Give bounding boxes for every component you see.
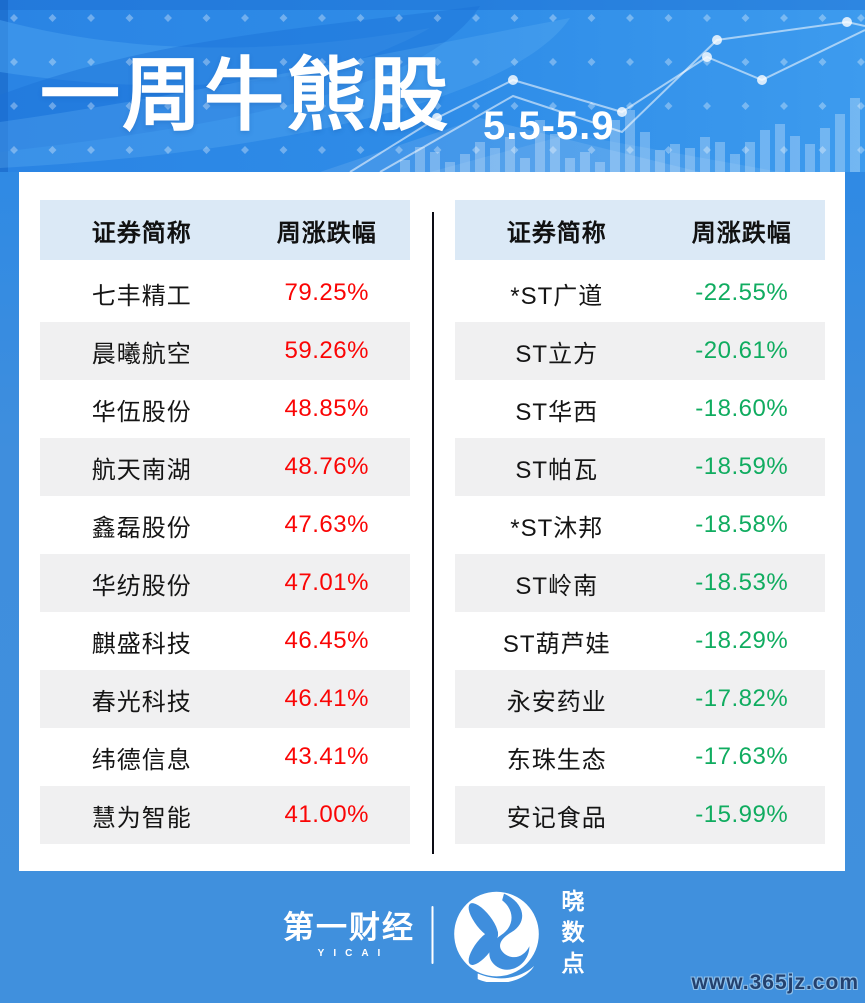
table-row: 安记食品 -15.99% <box>455 786 825 844</box>
stock-name: 麒盛科技 <box>91 630 192 658</box>
losers-table: 证券简称 周涨跌幅 *ST广道 -22.55% ST立方 -20.61% ST华… <box>455 200 825 844</box>
header-banner: 一周牛熊股 5.5-5.9 <box>0 0 865 172</box>
table-row: ST华西 -18.60% <box>455 380 825 438</box>
gainers-table: 证券简称 周涨跌幅 七丰精工 79.25% 晨曦航空 59.26% 华伍股份 4… <box>40 200 410 844</box>
yicai-logo-subtext: YICAI <box>317 947 390 959</box>
stock-name: 春光科技 <box>91 688 192 716</box>
table-row: 华伍股份 48.85% <box>40 380 410 438</box>
stock-weekly-change: -18.58% <box>695 511 789 538</box>
stock-name: ST岭南 <box>515 572 599 600</box>
stock-name: *ST广道 <box>510 282 604 310</box>
stock-weekly-change: 48.76% <box>284 453 369 480</box>
stock-weekly-change: -18.53% <box>695 569 789 596</box>
stock-weekly-change: 46.45% <box>284 627 369 654</box>
stock-name: 东珠生态 <box>506 746 607 774</box>
table-row: 纬德信息 43.41% <box>40 728 410 786</box>
table-row: *ST沐邦 -18.58% <box>455 496 825 554</box>
stock-name: *ST沐邦 <box>510 514 604 542</box>
content-panel: 证券简称 周涨跌幅 七丰精工 79.25% 晨曦航空 59.26% 华伍股份 4… <box>19 172 845 871</box>
stock-weekly-change: 47.01% <box>284 569 369 596</box>
stock-name: 晨曦航空 <box>91 340 192 368</box>
stock-weekly-change: -17.63% <box>695 743 789 770</box>
stock-weekly-change: -22.55% <box>695 279 789 306</box>
stock-name: 纬德信息 <box>91 746 192 774</box>
gainers-table-body: 七丰精工 79.25% 晨曦航空 59.26% 华伍股份 48.85% 航天南湖… <box>40 264 410 844</box>
footer-band: 第一财经 YICAI 晓数点 www.365jz.com <box>0 871 865 1003</box>
gainers-change-column-header: 周涨跌幅 <box>276 219 377 247</box>
header-decoration-art <box>0 0 865 172</box>
logo-divider-line <box>431 906 433 964</box>
yicai-logo-text: 第一财经 <box>283 909 415 945</box>
stock-name: 鑫磊股份 <box>91 514 192 542</box>
stock-name: 慧为智能 <box>91 804 192 832</box>
stock-weekly-change: -18.29% <box>695 627 789 654</box>
stock-name: 永安药业 <box>506 688 607 716</box>
table-divider-line <box>432 212 434 854</box>
stock-weekly-change: 47.63% <box>284 511 369 538</box>
stock-name: 七丰精工 <box>91 282 192 310</box>
table-row: 麒盛科技 46.45% <box>40 612 410 670</box>
stock-weekly-change: 48.85% <box>284 395 369 422</box>
table-row: ST立方 -20.61% <box>455 322 825 380</box>
losers-change-column-header: 周涨跌幅 <box>691 219 792 247</box>
table-row: 华纺股份 47.01% <box>40 554 410 612</box>
xiaoshudian-circle-icon <box>453 891 539 982</box>
stock-weekly-change: 46.41% <box>284 685 369 712</box>
stock-name: 华纺股份 <box>91 572 192 600</box>
gainers-name-column-header: 证券简称 <box>91 219 192 247</box>
stock-name: ST华西 <box>515 398 599 426</box>
stock-weekly-change: -17.82% <box>695 685 789 712</box>
stock-name: ST葫芦娃 <box>502 630 611 658</box>
date-range-label: 5.5-5.9 <box>483 104 615 148</box>
watermark-url: www.365jz.com <box>691 971 859 994</box>
stock-name: ST帕瓦 <box>515 456 599 484</box>
stock-weekly-change: -18.60% <box>695 395 789 422</box>
table-row: 慧为智能 41.00% <box>40 786 410 844</box>
table-row: 鑫磊股份 47.63% <box>40 496 410 554</box>
stock-weekly-change: -18.59% <box>695 453 789 480</box>
stock-weekly-change: 79.25% <box>284 279 369 306</box>
table-row: 春光科技 46.41% <box>40 670 410 728</box>
losers-table-body: *ST广道 -22.55% ST立方 -20.61% ST华西 -18.60% … <box>455 264 825 844</box>
stock-name: ST立方 <box>515 340 599 368</box>
table-row: ST葫芦娃 -18.29% <box>455 612 825 670</box>
xiaoshudian-logo-text: 晓数点 <box>558 888 584 982</box>
stock-name: 航天南湖 <box>91 456 192 484</box>
table-row: 东珠生态 -17.63% <box>455 728 825 786</box>
stock-weekly-change: -15.99% <box>695 801 789 828</box>
losers-table-header: 证券简称 周涨跌幅 <box>455 200 825 260</box>
footer-logos: 第一财经 YICAI 晓数点 <box>283 885 584 985</box>
table-row: 航天南湖 48.76% <box>40 438 410 496</box>
table-row: ST岭南 -18.53% <box>455 554 825 612</box>
stock-weekly-change: 59.26% <box>284 337 369 364</box>
table-row: ST帕瓦 -18.59% <box>455 438 825 496</box>
table-row: 永安药业 -17.82% <box>455 670 825 728</box>
stock-weekly-change: -20.61% <box>695 337 789 364</box>
losers-name-column-header: 证券简称 <box>506 219 607 247</box>
stock-name: 安记食品 <box>506 804 607 832</box>
table-row: 晨曦航空 59.26% <box>40 322 410 380</box>
stock-weekly-change: 43.41% <box>284 743 369 770</box>
table-row: 七丰精工 79.25% <box>40 264 410 322</box>
yicai-logo: 第一财经 YICAI <box>283 912 415 959</box>
stock-name: 华伍股份 <box>91 398 192 426</box>
page-title: 一周牛熊股 <box>40 51 450 140</box>
gainers-table-header: 证券简称 周涨跌幅 <box>40 200 410 260</box>
table-row: *ST广道 -22.55% <box>455 264 825 322</box>
stock-weekly-change: 41.00% <box>284 801 369 828</box>
